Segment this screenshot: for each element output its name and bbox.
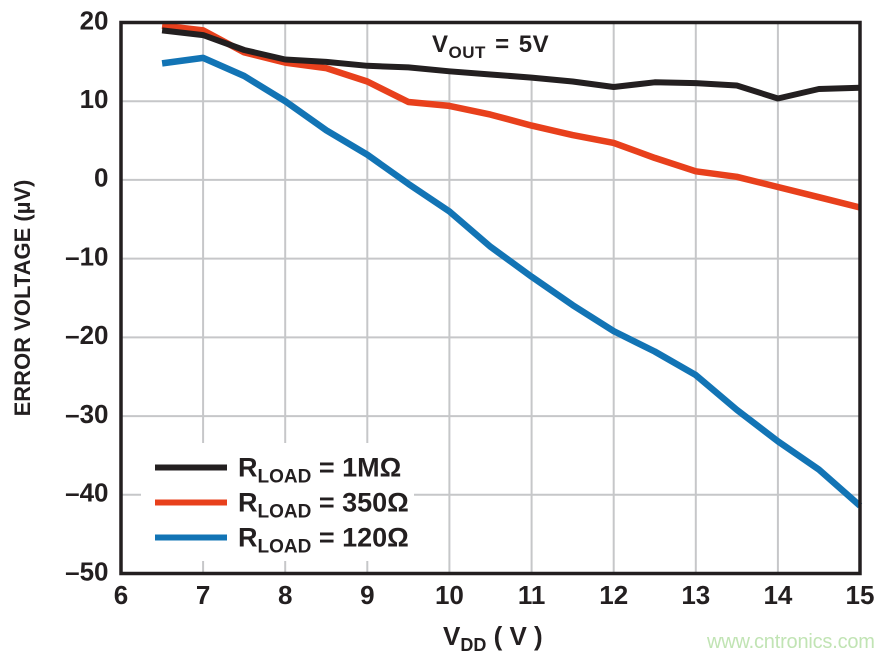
svg-text:8: 8 xyxy=(278,580,292,610)
svg-text:14: 14 xyxy=(763,580,792,610)
svg-text:20: 20 xyxy=(80,5,109,35)
svg-text:–20: –20 xyxy=(65,320,108,350)
svg-text:12: 12 xyxy=(599,580,628,610)
svg-text:–50: –50 xyxy=(65,556,108,586)
svg-text:RLOAD = 120Ω: RLOAD = 120Ω xyxy=(238,523,409,558)
svg-text:10: 10 xyxy=(80,84,109,114)
svg-text:11: 11 xyxy=(518,580,546,610)
svg-text:9: 9 xyxy=(360,580,374,610)
svg-text:13: 13 xyxy=(681,580,710,610)
svg-text:10: 10 xyxy=(435,580,464,610)
svg-text:0: 0 xyxy=(94,163,108,193)
svg-text:–40: –40 xyxy=(65,478,108,508)
svg-text:–30: –30 xyxy=(65,399,108,429)
svg-text:–10: –10 xyxy=(65,241,108,271)
svg-text:15: 15 xyxy=(846,580,875,610)
svg-text:6: 6 xyxy=(114,580,128,610)
svg-text:ERROR VOLTAGE (µV): ERROR VOLTAGE (µV) xyxy=(10,180,35,417)
svg-text:7: 7 xyxy=(196,580,210,610)
svg-text:VDD ( V ): VDD ( V ) xyxy=(443,621,543,655)
svg-text:www.cntronics.com: www.cntronics.com xyxy=(706,631,875,653)
